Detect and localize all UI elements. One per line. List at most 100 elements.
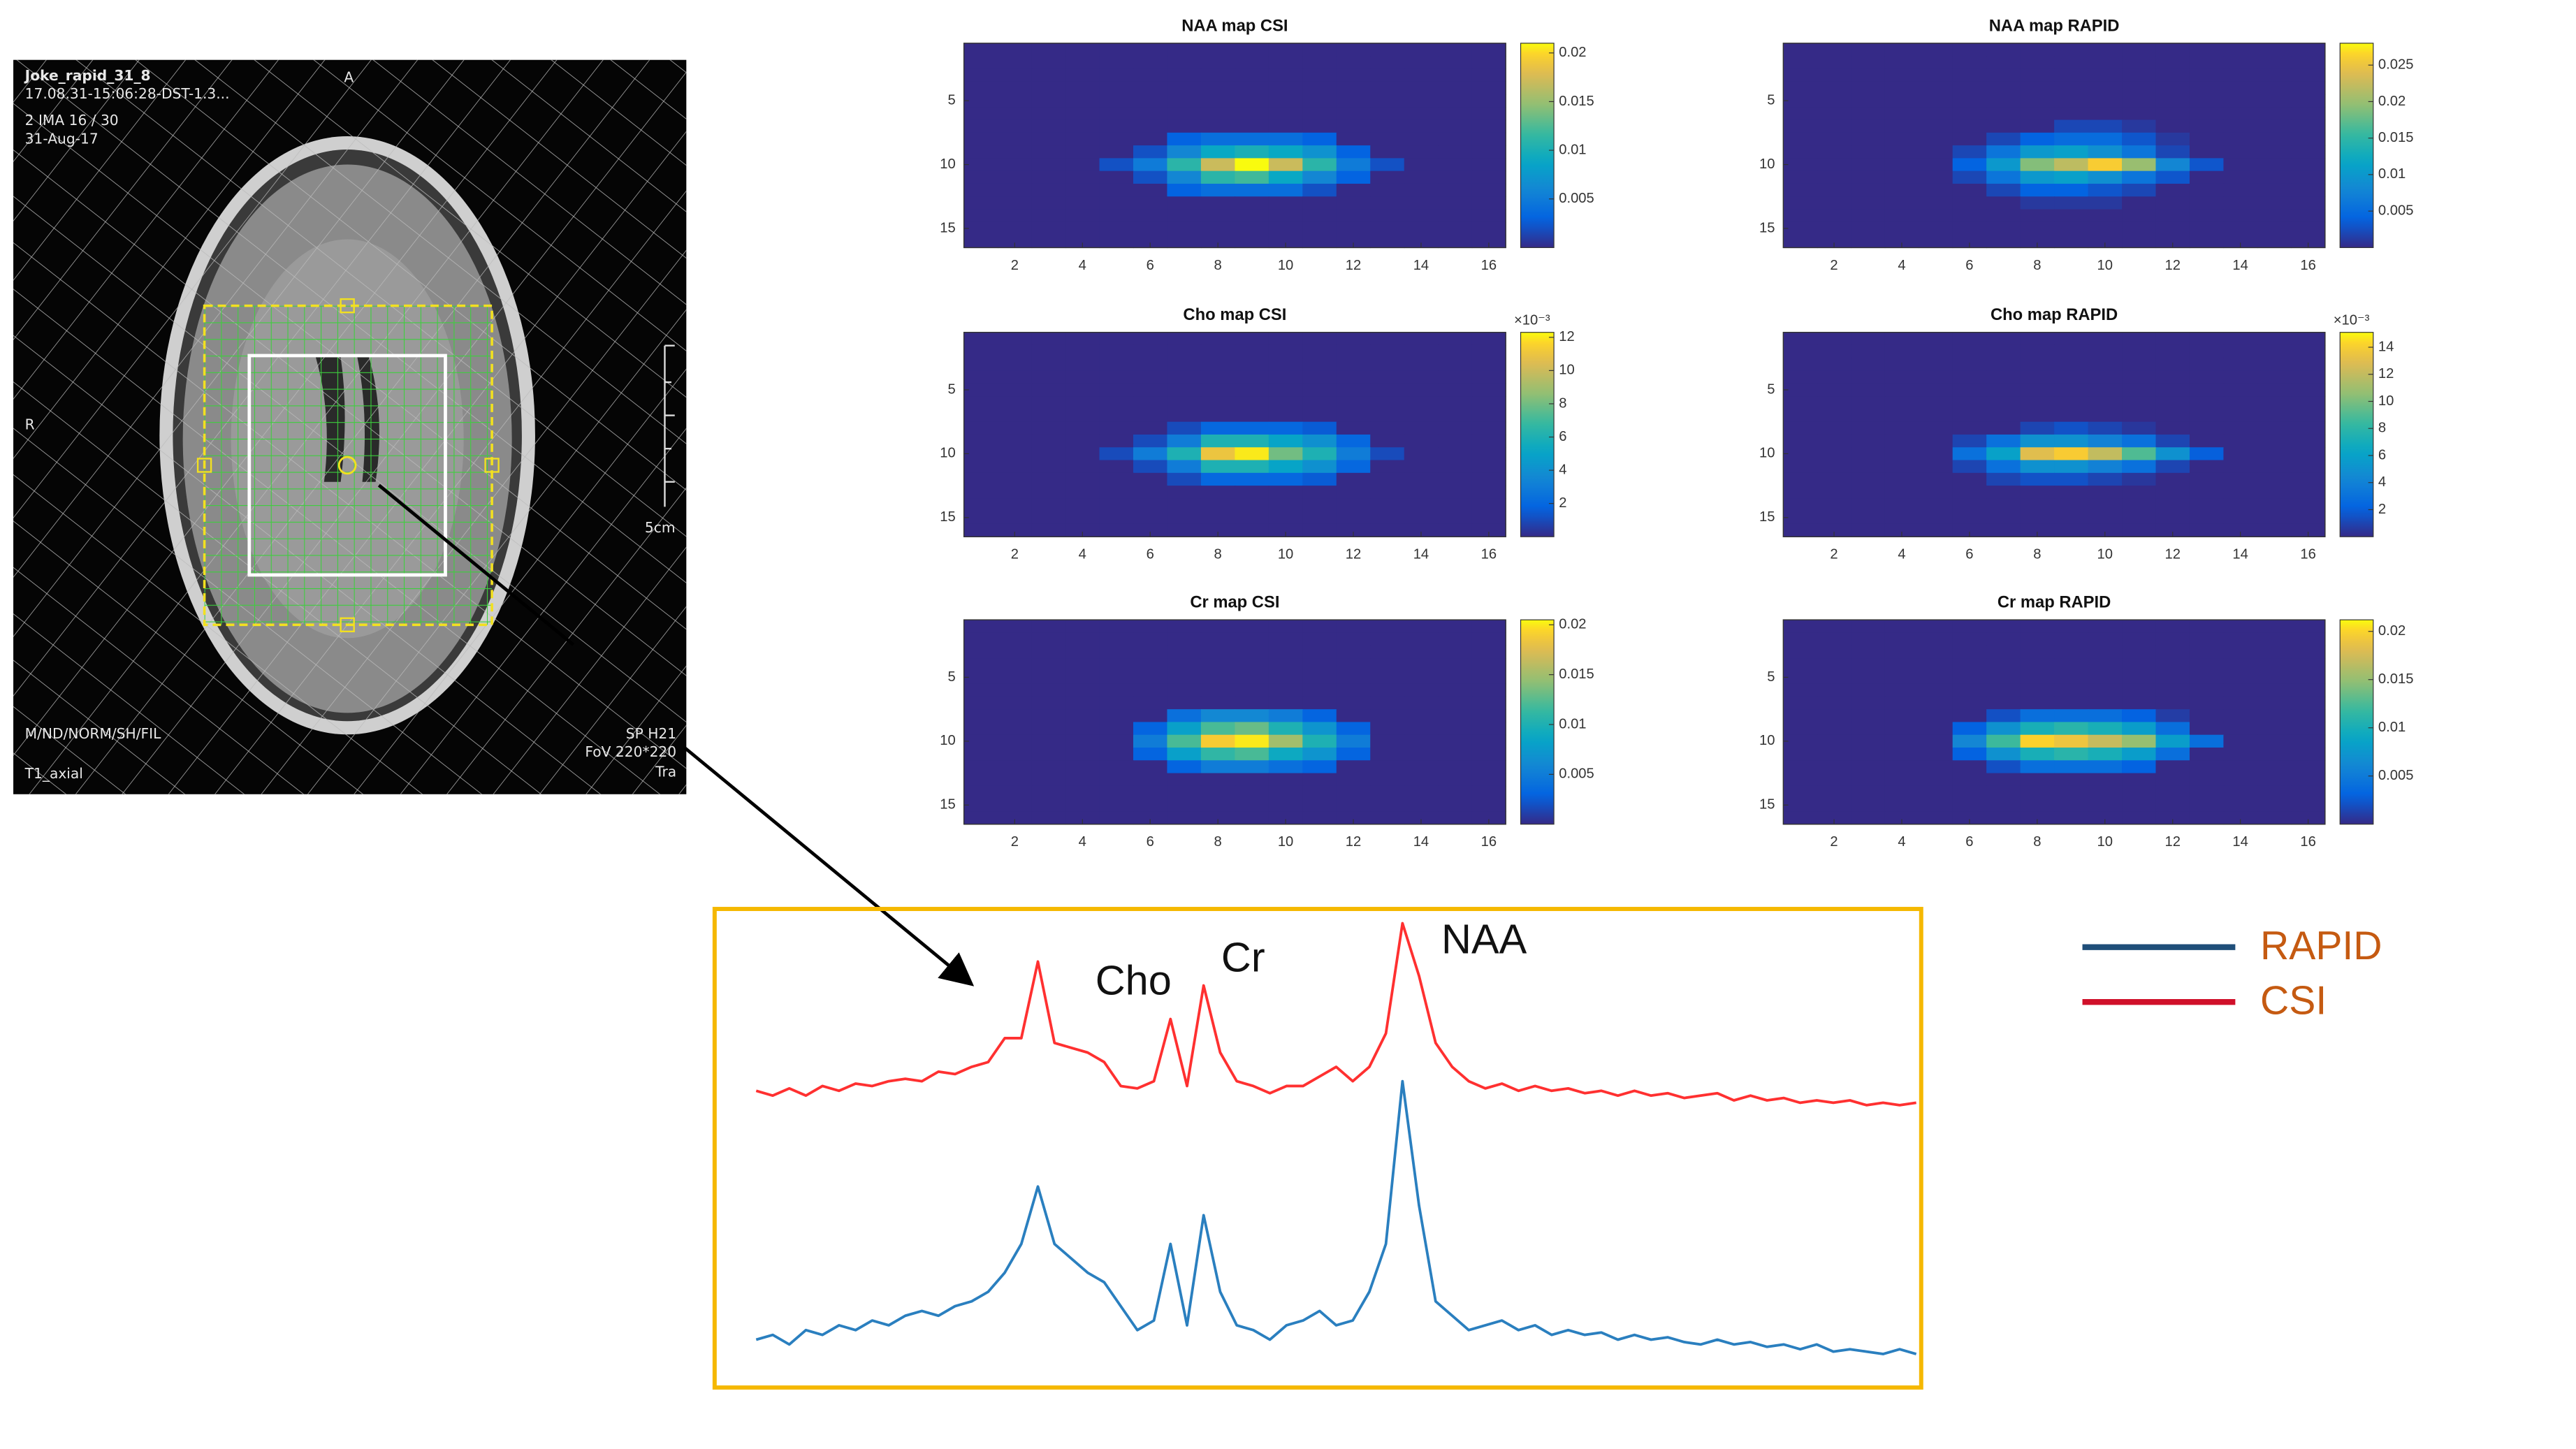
heatmap-cell: [2155, 760, 2190, 774]
heatmap-cell: [1438, 785, 1473, 799]
heatmap-cell: [1235, 620, 1269, 634]
heatmap-cell: [2291, 658, 2326, 672]
colorbar-tick-label: 0.01: [1559, 716, 1586, 731]
heatmap-cell: [2088, 409, 2123, 423]
heatmap-cell: [1167, 383, 1202, 397]
y-tick-label: 15: [1759, 509, 1775, 525]
x-tick-label: 2: [1011, 547, 1019, 562]
heatmap-cell: [1099, 370, 1134, 384]
heatmap-cell: [1167, 785, 1202, 799]
heatmap-cell: [1133, 696, 1168, 710]
heatmap-cell: [1851, 785, 1886, 799]
heatmap-cell: [2054, 683, 2089, 697]
heatmap-cell: [2088, 498, 2123, 512]
heatmap-cell: [2122, 235, 2157, 249]
heatmap-cell: [1986, 460, 2021, 474]
heatmap-cell: [1031, 94, 1066, 108]
heatmap-cell: [2020, 734, 2055, 748]
heatmap-cell: [1817, 722, 1852, 736]
heatmap-cell: [2223, 358, 2258, 372]
heatmap-cell: [1404, 56, 1439, 70]
heatmap-cell: [2054, 671, 2089, 685]
heatmap-cell: [2291, 683, 2326, 697]
heatmap-cell: [2122, 748, 2157, 761]
heatmap-cell: [1302, 344, 1337, 358]
heatmap-cell: [1370, 107, 1405, 121]
heatmap-cell: [2189, 645, 2225, 659]
heatmap-cell: [1200, 683, 1236, 697]
heatmap-cell: [1268, 799, 1304, 813]
heatmap-cell: [1404, 209, 1439, 223]
heatmap-cell: [1268, 811, 1304, 825]
heatmap-cell: [2054, 196, 2089, 210]
heatmap-cell: [1783, 158, 1818, 172]
heatmap-cell: [1817, 81, 1852, 95]
heatmap-cell: [1235, 748, 1269, 761]
heatmap-cell: [1200, 696, 1236, 710]
colorbar-tick-label: 0.005: [1559, 766, 1594, 782]
heatmap-cell: [2054, 370, 2089, 384]
heatmap-cell: [1783, 56, 1818, 70]
heatmap-cell: [1952, 158, 1987, 172]
heatmap-cell: [2291, 671, 2326, 685]
heatmap-cell: [2257, 472, 2292, 486]
heatmap-cell: [1336, 183, 1371, 197]
heatmap-cell: [1200, 671, 1236, 685]
heatmap-cell: [1235, 734, 1269, 748]
heatmap-cell: [2088, 396, 2123, 410]
heatmap-cell: [1235, 696, 1269, 710]
heatmap-cell: [1370, 358, 1405, 372]
heatmap-cell: [2155, 511, 2190, 525]
heatmap-cell: [2020, 811, 2055, 825]
x-tick-label: 8: [1214, 834, 1222, 850]
heatmap-cell: [2088, 344, 2123, 358]
heatmap-cell: [1851, 799, 1886, 813]
heatmap-cell: [1919, 472, 1953, 486]
heatmap-cell: [1370, 498, 1405, 512]
heatmap-cell: [1031, 170, 1066, 184]
heatmap-cell: [1986, 523, 2021, 537]
heatmap-cell: [1336, 447, 1371, 461]
heatmap-cell: [2291, 773, 2326, 787]
heatmap-cell: [2257, 632, 2292, 646]
heatmap-cell: [1235, 221, 1269, 235]
heatmap-cell: [2054, 56, 2089, 70]
heatmap-cell: [1404, 785, 1439, 799]
heatmap-cell: [2054, 773, 2089, 787]
heatmap-cell: [2020, 434, 2055, 448]
heatmap-cell: [1200, 183, 1236, 197]
heatmap-cell: [1200, 748, 1236, 761]
heatmap-cell: [1919, 421, 1953, 435]
heatmap-cell: [2291, 383, 2326, 397]
heatmap-cell: [1783, 645, 1818, 659]
heatmap-cell: [1268, 43, 1304, 57]
heatmap-cell: [1370, 119, 1405, 133]
heatmap-cell: [1817, 370, 1852, 384]
heatmap-cell: [1065, 132, 1100, 146]
heatmap-cell: [1031, 370, 1066, 384]
heatmap-cell: [1336, 645, 1371, 659]
heatmap-cell: [2189, 158, 2225, 172]
heatmap-cell: [1235, 209, 1269, 223]
chart-title: Cr map CSI: [1190, 593, 1279, 612]
heatmap-cell: [2257, 170, 2292, 184]
heatmap-cell: [2122, 658, 2157, 672]
mri-label: Joke_rapid_31_8: [24, 67, 151, 84]
heatmap-cell: [2122, 785, 2157, 799]
heatmap-cell: [1302, 645, 1337, 659]
heatmap-cell: [1884, 799, 1919, 813]
heatmap-cell: [1370, 748, 1405, 761]
heatmap-cell: [1099, 523, 1134, 537]
heatmap-cell: [1167, 671, 1202, 685]
heatmap-cell: [2257, 658, 2292, 672]
heatmap-cell: [1065, 460, 1100, 474]
heatmap-cell: [2155, 183, 2190, 197]
colorbar-tick-label: 4: [1559, 462, 1566, 477]
heatmap-cell: [1438, 81, 1473, 95]
heatmap-cell: [2223, 799, 2258, 813]
heatmap-cell: [1783, 332, 1818, 346]
plot-frame: [1782, 619, 2326, 825]
heatmap-cell: [1783, 221, 1818, 235]
heatmap-cell: [2189, 748, 2225, 761]
heatmap-cell: [1133, 132, 1168, 146]
